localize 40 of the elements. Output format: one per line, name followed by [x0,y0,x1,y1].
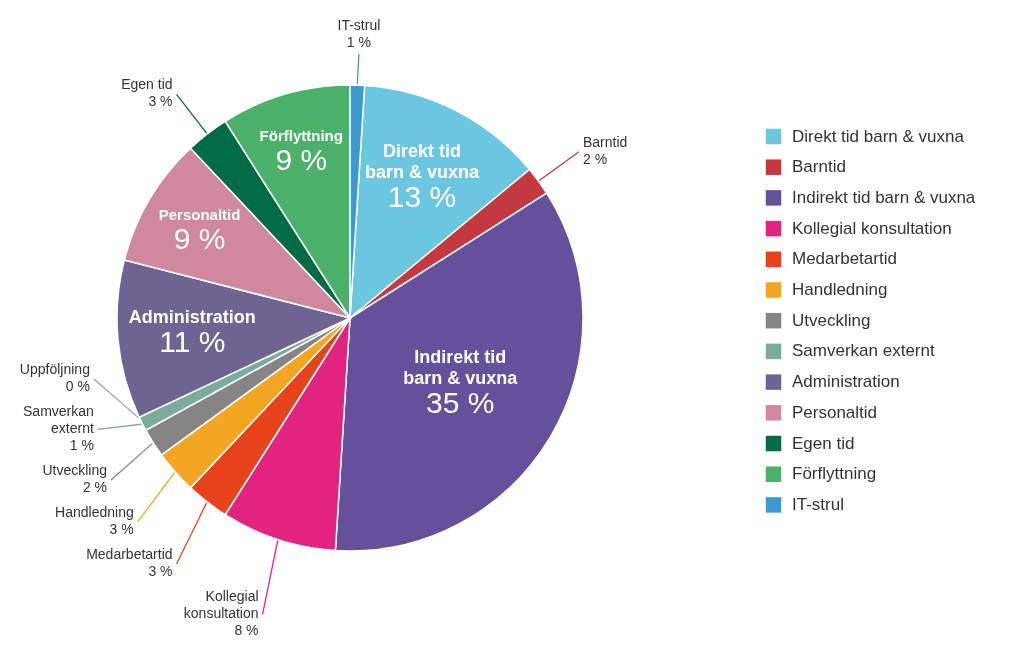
legend-label: Handledning [792,280,888,299]
legend-label: Indirekt tid barn & vuxna [792,187,976,207]
legend-label: Utveckling [792,310,871,330]
slice-label: Förflyttning [259,126,343,144]
slice-label: IT-strul [337,17,381,34]
slice-label: Barntid [582,133,628,150]
data-label: 8 % [234,621,259,638]
legend-label: IT-strul [792,494,844,514]
legend-label: Kollegial konsultation [792,218,952,238]
data-label: 3 % [148,93,173,110]
legend-label: Barntid [792,157,846,177]
slice-label: Utveckling [42,461,108,478]
data-label: 1 % [346,34,371,51]
legend-label: Egen tid [792,433,855,453]
slice-label: Direkt tid barn & vuxna [364,140,480,182]
data-label: 3 % [148,562,173,579]
legend-label: Förflyttning [792,464,877,484]
legend-label: Administration [792,372,900,392]
data-label: 13 % [387,179,457,213]
text: 0 % [65,377,90,394]
data-label: 2 % [582,150,608,167]
data-label: 3 % [109,520,134,537]
slice-label: Kollegial konsultation [183,587,259,621]
legend-label: Medarbetartid [792,249,897,269]
slice-label: Administration [128,307,256,328]
data-label: 2 % [82,478,108,495]
legend-label: Samverkan externt [792,341,935,361]
slice-label: Personaltid [158,205,241,223]
data-label: 35 % [426,386,495,420]
data-label: 9 % [173,221,226,255]
slice-label: Egen tid [121,76,173,93]
legend-label: Direkt tid barn & vuxna [792,126,965,146]
slice-label: Medarbetartid [86,545,173,562]
slice-label: Samverkan externt [23,402,94,436]
data-label: 1 % [69,436,94,453]
category-label: Uppföljning [19,360,90,377]
slice-label: Handledning [55,503,134,520]
legend-label: Personaltid [792,402,878,422]
slice-label: Indirekt tid barn & vuxna [403,347,519,389]
data-label: 11 % [159,325,226,359]
